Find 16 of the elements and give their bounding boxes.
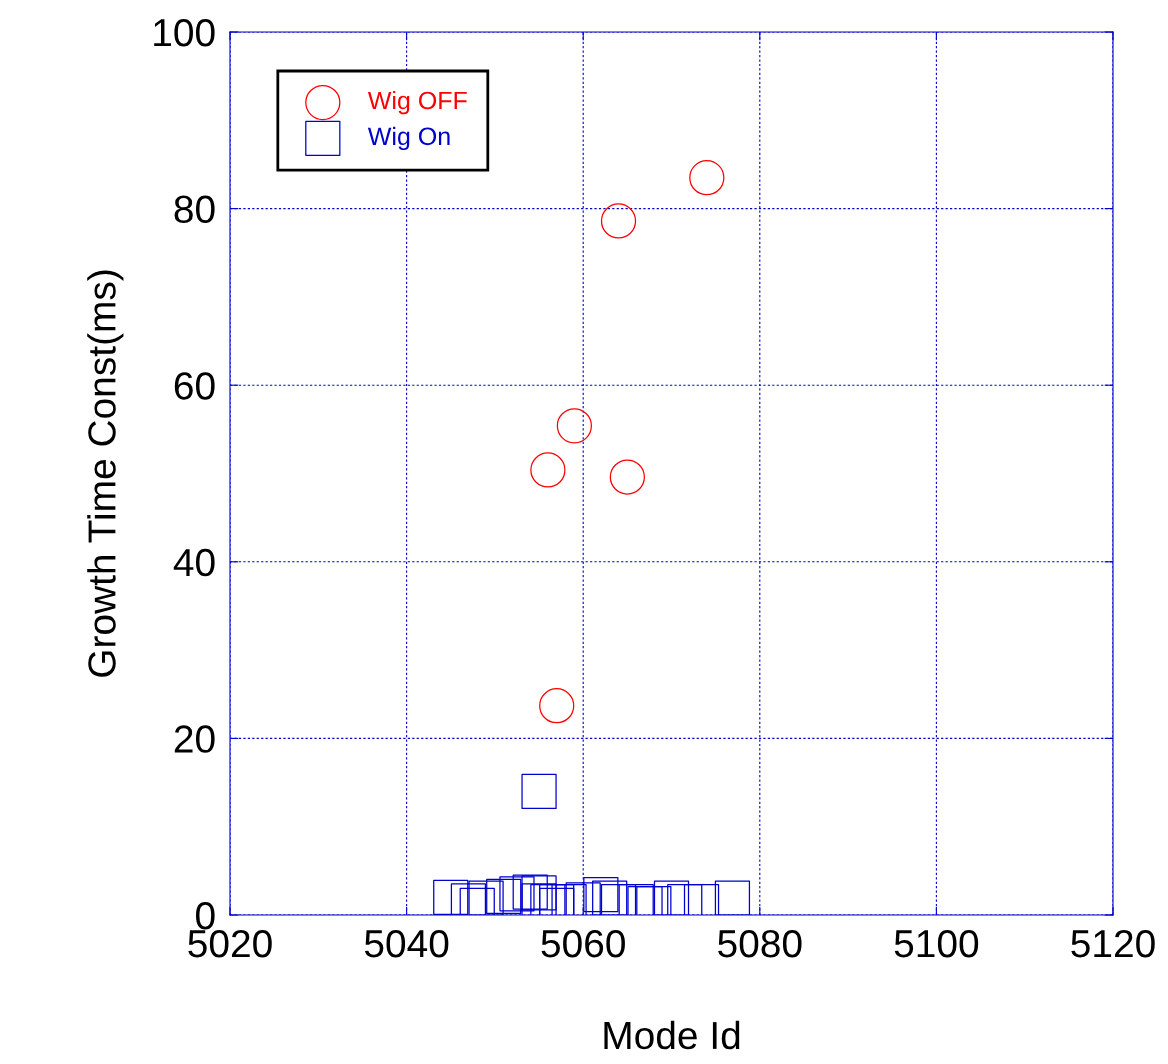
y-axis-title: Growth Time Const(ms) — [87, 270, 124, 677]
x-axis-title: Mode Id — [604, 1020, 740, 1050]
x-tick-label: 5100 — [894, 929, 979, 958]
x-tick-label: 5060 — [541, 929, 625, 958]
x-tick-label: 5120 — [1071, 929, 1155, 958]
legend-label: Wig On — [367, 126, 450, 151]
x-tick-label: 5040 — [364, 929, 449, 958]
y-tick-label: 80 — [174, 195, 215, 224]
x-tick-label: 5020 — [188, 929, 272, 958]
legend-label: Wig OFF — [367, 90, 467, 115]
y-tick-label: 0 — [196, 901, 215, 930]
y-tick-label: 20 — [174, 725, 215, 753]
y-tick-label: 60 — [174, 372, 215, 400]
y-tick-label: 40 — [173, 548, 215, 577]
y-tick-label: 100 — [154, 18, 215, 47]
x-tick-label: 5080 — [718, 929, 802, 958]
